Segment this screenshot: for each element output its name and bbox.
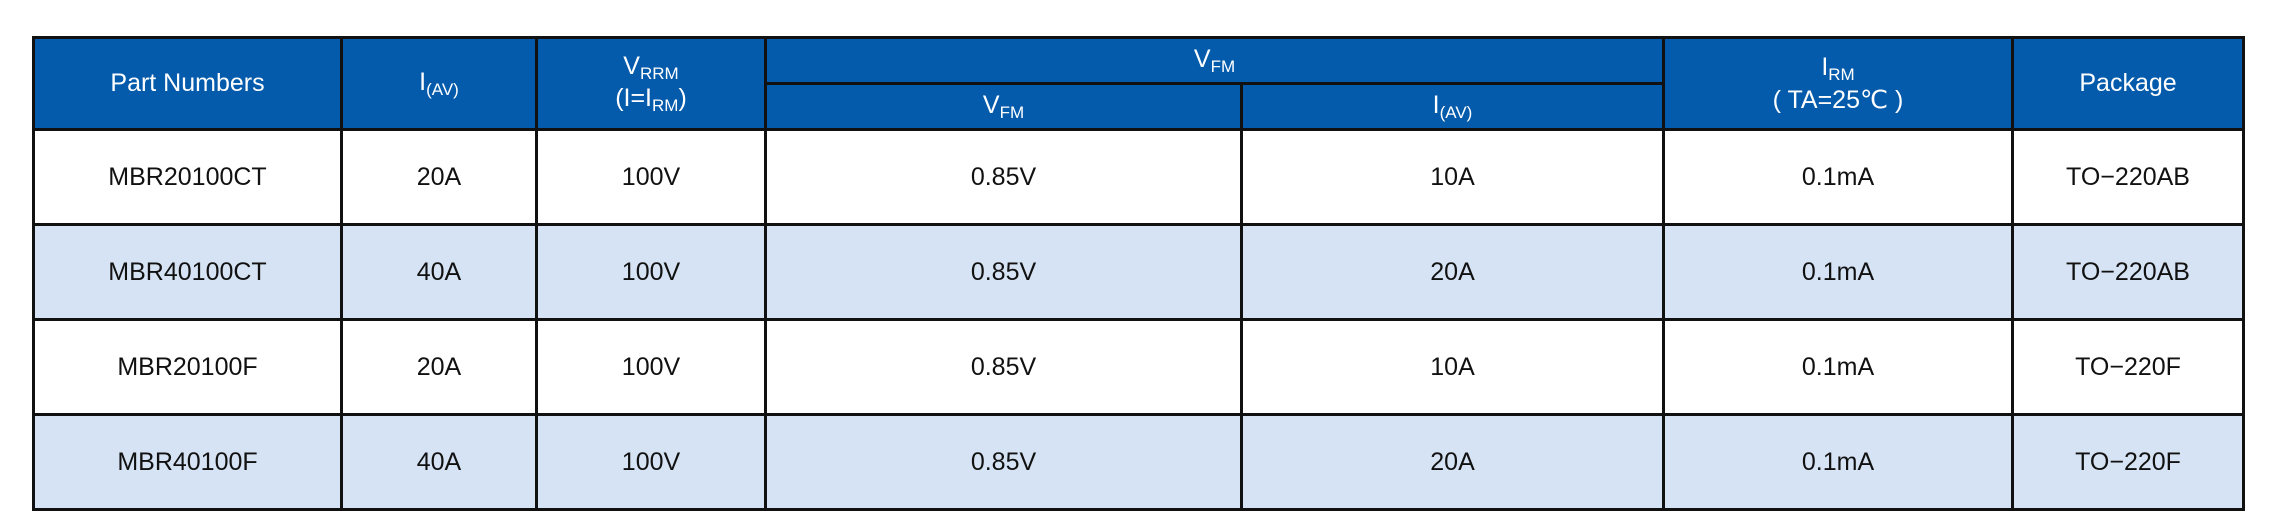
header-part-numbers: Part Numbers [32,36,343,131]
cell-package: TO−220F [2011,318,2246,416]
cell-irm: 0.1mA [1662,318,2015,416]
table-row: MBR40100F 40A 100V 0.85V 20A 0.1mA TO−220F [32,413,2246,511]
cell-iav: 20A [340,128,538,226]
cell-iav: 20A [340,318,538,416]
cell-vfm-iav: 10A [1239,128,1666,226]
cell-vfm: 0.85V [764,128,1243,226]
cell-vrrm: 100V [535,128,767,226]
cell-vrrm: 100V [535,223,767,321]
parts-spec-table: Part Numbers I(AV) VRRM (I=IRM) VFM IRM( … [32,36,2246,511]
cell-vfm-iav: 20A [1239,413,1666,511]
table-row: MBR40100CT 40A 100V 0.85V 20A 0.1mA TO−220AB [32,223,2246,321]
header-vfm-group: VFM [763,36,1666,85]
cell-part: MBR20100CT [32,128,343,226]
header-irm: IRM( TA=25℃ ) [1662,36,2015,131]
table-row: MBR20100F 20A 100V 0.85V 10A 0.1mA TO−220F [32,318,2246,416]
cell-vfm: 0.85V [764,223,1243,321]
cell-irm: 0.1mA [1662,128,2015,226]
cell-iav: 40A [340,223,538,321]
cell-package: TO−220F [2011,413,2246,511]
header-vfm-iav: I(AV) [1239,82,1666,131]
cell-vrrm: 100V [535,413,767,511]
header-package: Package [2011,36,2246,131]
cell-vfm: 0.85V [764,318,1243,416]
cell-package: TO−220AB [2011,223,2246,321]
cell-irm: 0.1mA [1662,413,2015,511]
header-vrrm: VRRM (I=IRM) [535,36,767,131]
cell-vfm-iav: 20A [1239,223,1666,321]
cell-part: MBR40100CT [32,223,343,321]
cell-part: MBR20100F [32,318,343,416]
cell-vrrm: 100V [535,318,767,416]
cell-part: MBR40100F [32,413,343,511]
table-row: MBR20100CT 20A 100V 0.85V 10A 0.1mA TO−220AB [32,128,2246,226]
cell-iav: 40A [340,413,538,511]
cell-vfm-iav: 10A [1239,318,1666,416]
header-iav: I(AV) [340,36,538,131]
cell-irm: 0.1mA [1662,223,2015,321]
cell-package: TO−220AB [2011,128,2246,226]
header-vfm: VFM [764,82,1243,131]
cell-vfm: 0.85V [764,413,1243,511]
